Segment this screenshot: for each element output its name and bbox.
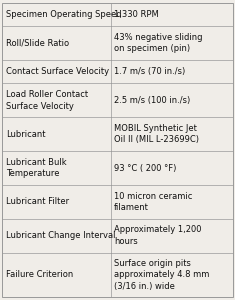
Text: Lubricant Filter: Lubricant Filter <box>6 197 69 206</box>
Text: 93 °C ( 200 °F): 93 °C ( 200 °F) <box>114 164 176 172</box>
Text: Contact Surface Velocity: Contact Surface Velocity <box>6 67 109 76</box>
Text: Failure Criterion: Failure Criterion <box>6 270 73 279</box>
Text: Lubricant Change Interval: Lubricant Change Interval <box>6 231 115 240</box>
Text: Approximately 1,200
hours: Approximately 1,200 hours <box>114 226 202 246</box>
Text: Lubricant Bulk
Temperature: Lubricant Bulk Temperature <box>6 158 67 178</box>
Text: 1.7 m/s (70 in./s): 1.7 m/s (70 in./s) <box>114 67 185 76</box>
Text: Load Roller Contact
Surface Velocity: Load Roller Contact Surface Velocity <box>6 90 88 111</box>
Text: Specimen Operating Speed: Specimen Operating Speed <box>6 10 121 19</box>
Text: 10 micron ceramic
filament: 10 micron ceramic filament <box>114 192 192 212</box>
Text: Surface origin pits
approximately 4.8 mm
(3/16 in.) wide: Surface origin pits approximately 4.8 mm… <box>114 259 209 291</box>
Text: 1,330 RPM: 1,330 RPM <box>114 10 159 19</box>
Text: Lubricant: Lubricant <box>6 130 45 139</box>
Text: 2.5 m/s (100 in./s): 2.5 m/s (100 in./s) <box>114 96 190 105</box>
Text: Roll/Slide Ratio: Roll/Slide Ratio <box>6 39 69 48</box>
Text: MOBIL Synthetic Jet
Oil II (MIL L-23699C): MOBIL Synthetic Jet Oil II (MIL L-23699C… <box>114 124 199 144</box>
Text: 43% negative sliding
on specimen (pin): 43% negative sliding on specimen (pin) <box>114 33 203 53</box>
